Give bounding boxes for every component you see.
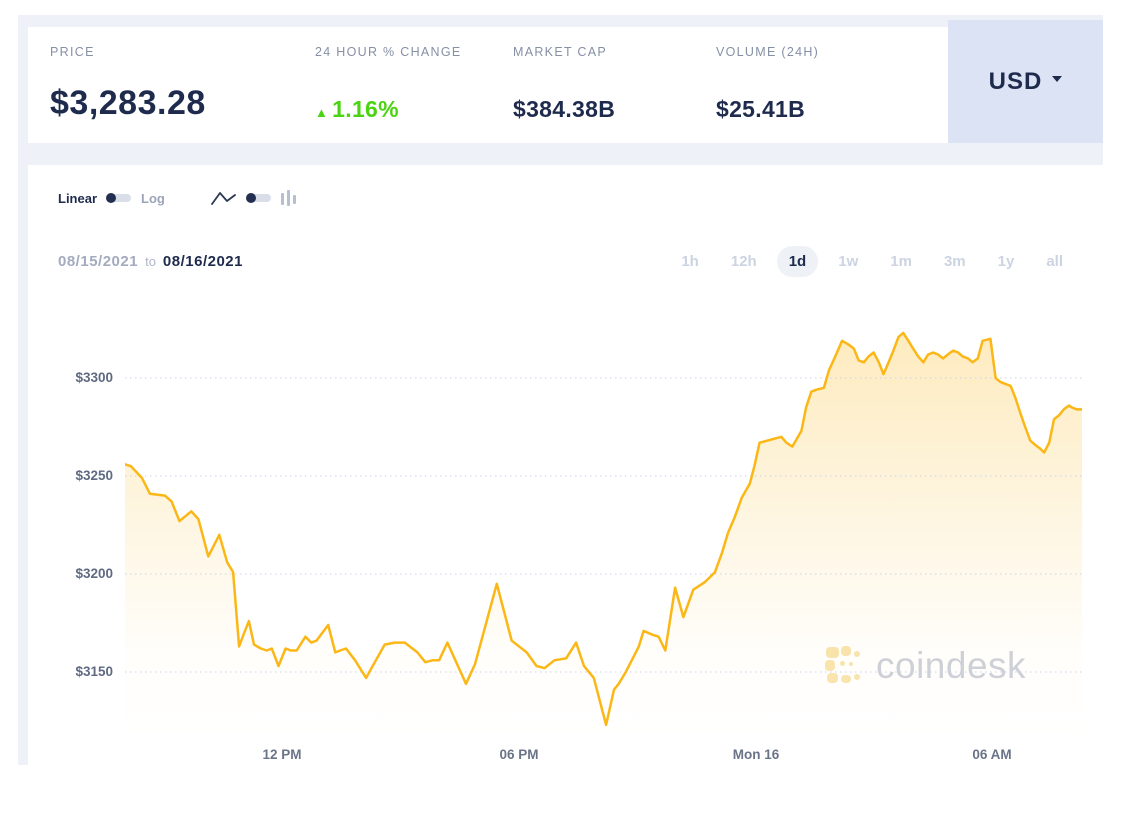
- scale-toggle-switch[interactable]: [106, 193, 132, 203]
- date-range-end[interactable]: 08/16/2021: [162, 252, 243, 270]
- price-value: $3,283.28: [50, 84, 206, 122]
- price-label: PRICE: [50, 45, 95, 59]
- volume-label: VOLUME (24H): [716, 45, 820, 59]
- range-tab-all[interactable]: all: [1046, 252, 1063, 270]
- market-cap-label: MARKET CAP: [513, 45, 608, 59]
- stat-24h-change: 24 HOUR % CHANGE ▲ 1.16%: [315, 45, 513, 123]
- bar-chart-icon[interactable]: [280, 189, 298, 207]
- price-line: [125, 331, 1082, 727]
- up-arrow-icon: ▲: [315, 105, 329, 120]
- change-value: ▲ 1.16%: [315, 96, 513, 123]
- x-axis-label-12-pm: 12 PM: [262, 747, 302, 762]
- date-range-start[interactable]: 08/15/2021: [58, 252, 139, 270]
- range-tab-3m[interactable]: 3m: [943, 252, 966, 270]
- change-label: 24 HOUR % CHANGE: [315, 45, 462, 59]
- toggle-knob: [245, 193, 256, 203]
- x-axis-label-06-am: 06 AM: [972, 747, 1012, 762]
- currency-selector-button[interactable]: USD: [948, 20, 1103, 143]
- chart-controls: Linear Log: [58, 189, 298, 207]
- x-axis-label-06-pm: 06 PM: [499, 747, 539, 762]
- volume-value: $25.41B: [716, 96, 806, 122]
- currency-selector-value: USD: [988, 67, 1043, 95]
- market-cap-value: $384.38B: [513, 96, 616, 122]
- linear-scale-label[interactable]: Linear: [58, 190, 98, 206]
- range-tab-1h[interactable]: 1h: [681, 252, 699, 270]
- stat-volume-24h: VOLUME (24H) $25.41B: [716, 45, 1103, 123]
- change-percent: 1.16%: [332, 96, 399, 122]
- toggle-knob: [106, 193, 117, 203]
- range-tab-12h[interactable]: 12h: [730, 252, 757, 270]
- range-tab-1w[interactable]: 1w: [838, 252, 859, 270]
- range-tabs: 1h 12h 1d 1w 1m 3m 1y all: [669, 245, 1075, 277]
- log-scale-label[interactable]: Log: [141, 190, 165, 206]
- stat-price: PRICE $3,283.28: [50, 45, 315, 123]
- date-range-separator: to: [145, 253, 156, 269]
- y-axis-label-3250: $3250: [75, 468, 113, 483]
- x-axis-label-mon-16: Mon 16: [732, 747, 780, 762]
- chart-type-controls: [210, 189, 298, 207]
- chart-type-toggle-switch[interactable]: [245, 193, 271, 203]
- stat-market-cap: MARKET CAP $384.38B: [513, 45, 716, 123]
- stats-bar: PRICE $3,283.28 24 HOUR % CHANGE ▲ 1.16% …: [28, 27, 1103, 143]
- y-axis-label-3150: $3150: [75, 664, 113, 679]
- range-row: 08/15/2021 to 08/16/2021 1h 12h 1d 1w 1m 3m 1y…: [58, 243, 1075, 279]
- y-axis-label-3300: $3300: [75, 370, 113, 385]
- range-tab-1m[interactable]: 1m: [890, 252, 912, 270]
- range-tab-1d[interactable]: 1d: [776, 245, 819, 277]
- range-tab-1y[interactable]: 1y: [997, 252, 1015, 270]
- chevron-down-icon: [1052, 75, 1063, 82]
- date-range: 08/15/2021 to 08/16/2021: [58, 253, 243, 270]
- price-line-chart[interactable]: [125, 330, 1082, 742]
- area-fill: [125, 332, 1082, 742]
- y-axis-label-3200: $3200: [75, 566, 113, 581]
- chart-card: Linear Log 08/15/2021 to 08/16/2021 1h 12…: [28, 165, 1103, 765]
- line-chart-icon[interactable]: [210, 190, 237, 206]
